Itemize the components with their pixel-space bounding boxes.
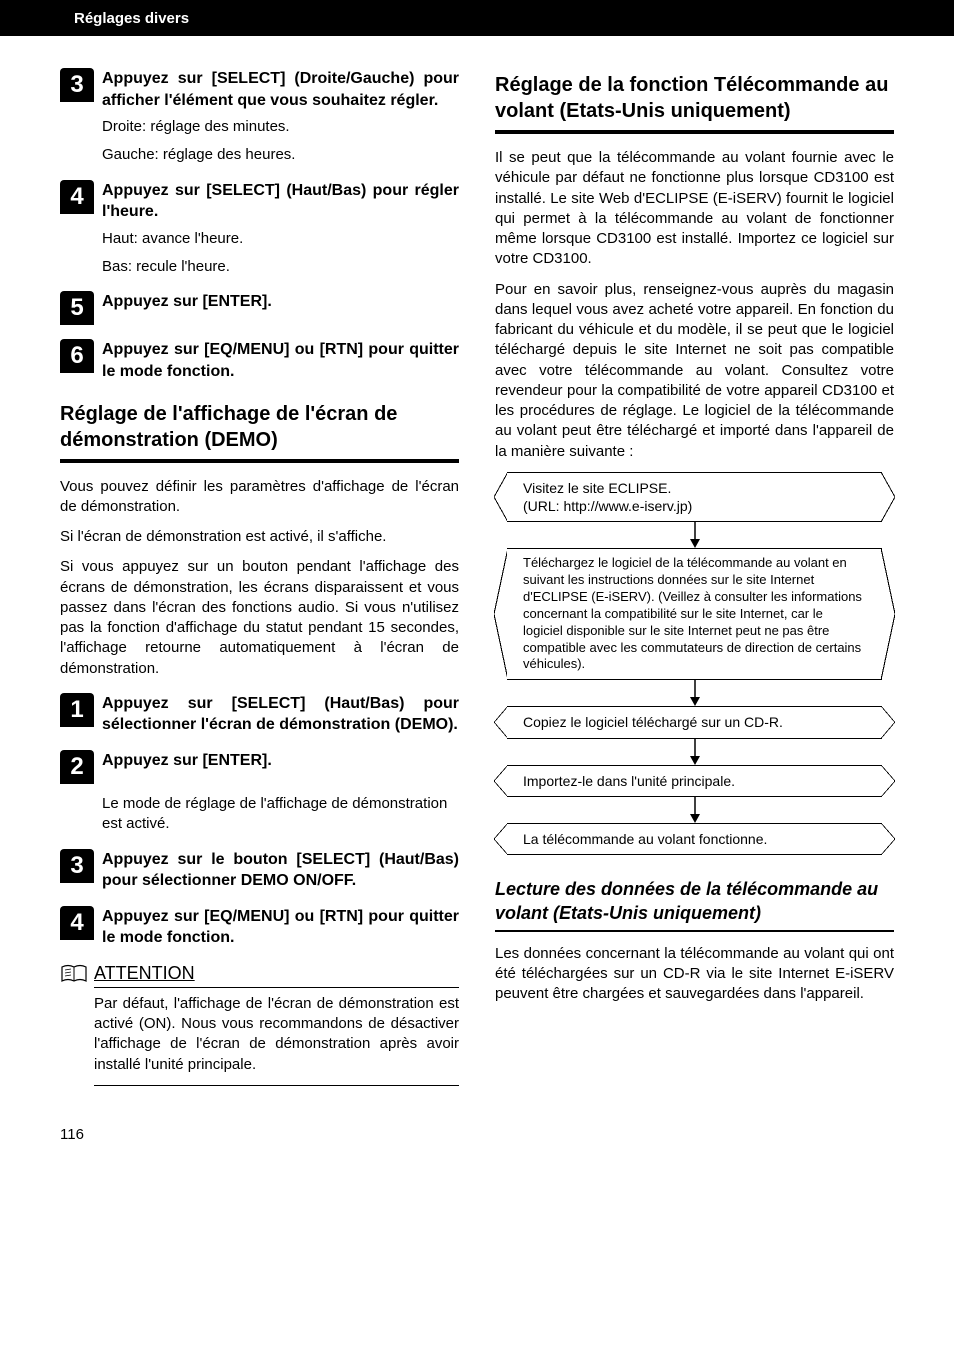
- paragraph: Pour en savoir plus, renseignez-vous aup…: [495, 280, 894, 462]
- attention-body: Par défaut, l'affichage de l'écran de dé…: [94, 994, 459, 1075]
- step-text: Appuyez sur [SELECT] (Haut/Bas) pour sél…: [102, 693, 459, 736]
- step-number: 3: [60, 849, 94, 883]
- step-text: Appuyez sur [ENTER].: [102, 291, 272, 325]
- page-number: 116: [60, 1126, 954, 1143]
- step-number: 6: [60, 339, 94, 373]
- flow-text: Téléchargez le logiciel de la télécomman…: [507, 548, 882, 680]
- flow-node-3: Copiez le logiciel téléchargé sur un CD-…: [507, 706, 882, 738]
- flow-node-1: Visitez le site ECLIPSE. (URL: http://ww…: [507, 472, 882, 522]
- flow-arrow: [495, 797, 894, 823]
- flow-node-2: Téléchargez le logiciel de la télécomman…: [507, 548, 882, 680]
- step-detail: Le mode de réglage de l'affichage de dém…: [102, 794, 459, 835]
- page-body: 3 Appuyez sur [SELECT] (Droite/Gauche) p…: [0, 36, 954, 1106]
- step-text: Appuyez sur [EQ/MENU] ou [RTN] pour quit…: [102, 906, 459, 949]
- step-detail: Haut: avance l'heure.: [102, 229, 459, 249]
- demo-step-3: 3 Appuyez sur le bouton [SELECT] (Haut/B…: [60, 849, 459, 892]
- attention-block: ATTENTION: [60, 963, 459, 985]
- step-4: 4 Appuyez sur [SELECT] (Haut/Bas) pour r…: [60, 180, 459, 223]
- heading-underline: [60, 459, 459, 463]
- step-6: 6 Appuyez sur [EQ/MENU] ou [RTN] pour qu…: [60, 339, 459, 382]
- subheading-underline: [495, 930, 894, 932]
- paragraph: Vous pouvez définir les paramètres d'aff…: [60, 477, 459, 518]
- flow-arrow: [495, 739, 894, 765]
- step-number: 4: [60, 906, 94, 940]
- step-text: Appuyez sur le bouton [SELECT] (Haut/Bas…: [102, 849, 459, 892]
- step-3: 3 Appuyez sur [SELECT] (Droite/Gauche) p…: [60, 68, 459, 111]
- flow-text: Copiez le logiciel téléchargé sur un CD-…: [507, 706, 882, 738]
- book-icon: [60, 963, 88, 985]
- step-text: Appuyez sur [EQ/MENU] ou [RTN] pour quit…: [102, 339, 459, 382]
- step-detail: Droite: réglage des minutes.: [102, 117, 459, 137]
- header-black-bar: Réglages divers: [0, 0, 954, 36]
- paragraph: Si l'écran de démonstration est activé, …: [60, 527, 459, 547]
- flow-arrow: [495, 680, 894, 706]
- attention-label: ATTENTION: [94, 963, 195, 984]
- attention-underline: [94, 1085, 459, 1086]
- step-text: Appuyez sur [ENTER].: [102, 750, 272, 784]
- paragraph: Il se peut que la télécommande au volant…: [495, 148, 894, 270]
- step-detail: Gauche: réglage des heures.: [102, 145, 459, 165]
- step-number: 3: [60, 68, 94, 102]
- heading-underline: [495, 130, 894, 134]
- flow-text: La télécommande au volant fonctionne.: [507, 823, 882, 855]
- step-detail: Bas: recule l'heure.: [102, 257, 459, 277]
- demo-step-4: 4 Appuyez sur [EQ/MENU] ou [RTN] pour qu…: [60, 906, 459, 949]
- heading-remote: Réglage de la fonction Télécommande au v…: [495, 72, 894, 124]
- step-text: Appuyez sur [SELECT] (Haut/Bas) pour rég…: [102, 180, 459, 223]
- step-text: Appuyez sur [SELECT] (Droite/Gauche) pou…: [102, 68, 459, 111]
- step-number: 2: [60, 750, 94, 784]
- step-number: 4: [60, 180, 94, 214]
- paragraph: Les données concernant la télécommande a…: [495, 944, 894, 1005]
- flow-text: (URL: http://www.e-iserv.jp): [523, 497, 866, 515]
- demo-step-2: 2 Appuyez sur [ENTER].: [60, 750, 459, 784]
- flow-text: Visitez le site ECLIPSE.: [523, 479, 866, 497]
- step-5: 5 Appuyez sur [ENTER].: [60, 291, 459, 325]
- left-column: 3 Appuyez sur [SELECT] (Droite/Gauche) p…: [60, 54, 459, 1086]
- step-number: 5: [60, 291, 94, 325]
- flow-text: Importez-le dans l'unité principale.: [507, 765, 882, 797]
- demo-step-1: 1 Appuyez sur [SELECT] (Haut/Bas) pour s…: [60, 693, 459, 736]
- subheading-lecture: Lecture des données de la télécommande a…: [495, 877, 894, 926]
- header-tab: Réglages divers: [60, 2, 203, 35]
- flow-node-4: Importez-le dans l'unité principale.: [507, 765, 882, 797]
- flow-node-5: La télécommande au volant fonctionne.: [507, 823, 882, 855]
- flow-arrow: [495, 522, 894, 548]
- flowchart: Visitez le site ECLIPSE. (URL: http://ww…: [495, 472, 894, 855]
- right-column: Réglage de la fonction Télécommande au v…: [495, 54, 894, 1086]
- paragraph: Si vous appuyez sur un bouton pendant l'…: [60, 557, 459, 679]
- heading-demo: Réglage de l'affichage de l'écran de dém…: [60, 401, 459, 453]
- step-number: 1: [60, 693, 94, 727]
